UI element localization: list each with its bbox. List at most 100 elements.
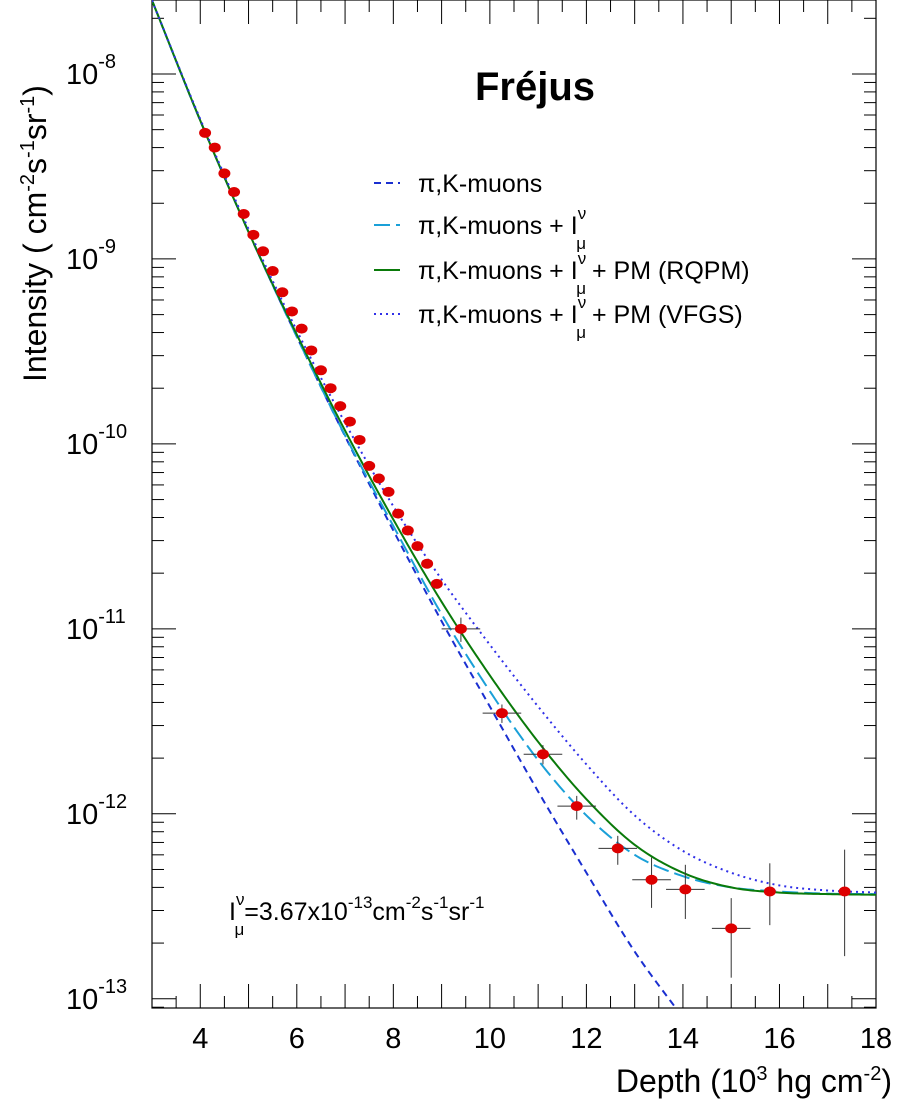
data-point [353, 434, 366, 445]
data-point [482, 704, 522, 723]
svg-text:Iνμ=3.67x10-13cm-2s-1sr-1: Iν μ=3.67x10-13cm-2s-1sr-1 [229, 890, 484, 939]
data-marker [838, 886, 851, 897]
data-point [247, 229, 260, 240]
axis-ticks [151, 0, 877, 1008]
legend-label: π,K-muons + Iν μ [418, 204, 586, 253]
y-tick-label: 10-9 [66, 236, 116, 276]
data-point [441, 617, 481, 642]
data-marker [372, 473, 385, 484]
y-tick-label: 10-10 [66, 421, 127, 461]
y-axis-title: Intensity ( cm-2s-1sr-1) [17, 85, 53, 382]
legend-I: I [571, 212, 578, 240]
data-marker [645, 874, 658, 885]
data-marker [208, 142, 221, 153]
legend-nu: ν [578, 204, 587, 223]
xlabel-sup1: 3 [756, 1063, 767, 1085]
data-marker [305, 345, 318, 356]
data-point [598, 835, 638, 865]
x-tick-label: 4 [192, 1023, 208, 1055]
data-point [276, 287, 289, 298]
legend-mu: μ [576, 234, 586, 253]
x-axis-title: Depth (103 hg cm-2) [616, 1063, 892, 1099]
annot-exp: -13 [348, 893, 373, 912]
data-point [421, 558, 434, 569]
ylabel-sup1: -2 [17, 174, 39, 192]
data-point [285, 306, 298, 317]
data-marker [725, 923, 738, 934]
data-point [218, 168, 231, 179]
legend-label: π,K-muons + Iν μ + PM (RQPM) [418, 249, 750, 298]
data-marker [495, 708, 508, 719]
legend-label: π,K-muons [418, 170, 542, 198]
data-point [237, 208, 250, 219]
legend-entry-0: π,K-muons [374, 170, 542, 198]
data-point [363, 460, 376, 471]
y-tick-label: 10-13 [66, 976, 127, 1016]
annot-I: I [229, 898, 236, 926]
data-point [632, 857, 671, 908]
legend-tail: + PM (RQPM) [592, 257, 750, 285]
data-marker [334, 401, 347, 412]
legend-main: π,K-muons + [418, 212, 571, 240]
xlabel-sup2: -2 [864, 1063, 882, 1085]
data-point [343, 416, 356, 427]
annot-nu: ν [236, 890, 245, 909]
data-marker [247, 229, 260, 240]
legend-mu: μ [576, 323, 586, 342]
y-tick-base: 10 [66, 59, 98, 91]
data-marker [343, 416, 356, 427]
data-point [557, 795, 597, 820]
y-tick-base: 10 [66, 614, 98, 646]
data-point [401, 525, 414, 536]
annot-mu: μ [234, 920, 244, 939]
data-marker [324, 383, 337, 394]
ylabel-mid2: sr [17, 113, 53, 140]
x-tick-label: 8 [385, 1023, 401, 1055]
data-marker [257, 246, 270, 257]
x-tick-label: 12 [570, 1023, 602, 1055]
legend-tail: + PM (VFGS) [592, 301, 743, 329]
legend-I: I [571, 257, 578, 285]
y-tick-label: 10-11 [66, 606, 126, 646]
ylabel-post: ) [17, 85, 53, 96]
annot-e3: -1 [469, 893, 484, 912]
annot-u2: s [421, 898, 434, 926]
legend-main: π,K-muons + [418, 301, 571, 329]
y-tick-label: 10-12 [66, 791, 127, 831]
data-point [199, 127, 212, 138]
legend-nu: ν [578, 249, 587, 268]
data-marker [276, 287, 289, 298]
data-marker [421, 558, 434, 569]
series-line-0 [152, 0, 678, 1008]
data-point [324, 383, 337, 394]
data-point [257, 246, 270, 257]
ylabel-pre: Intensity ( cm [17, 192, 53, 382]
data-marker [536, 749, 549, 760]
data-marker [430, 578, 443, 589]
data-marker [285, 306, 298, 317]
xlabel-post: ) [881, 1063, 892, 1099]
plot-area-border [151, 0, 877, 1009]
data-marker [228, 187, 241, 198]
data-marker [392, 508, 405, 519]
data-marker [237, 208, 250, 219]
x-tick-label: 6 [289, 1023, 305, 1055]
data-point [208, 142, 221, 153]
legend-main: π,K-muons + [418, 257, 571, 285]
legend-nu: ν [578, 293, 587, 312]
annot-e2: -1 [433, 893, 448, 912]
data-point [228, 187, 241, 198]
legend-I: I [571, 301, 578, 329]
data-point [266, 266, 279, 277]
data-point [523, 745, 563, 765]
ylabel-sup3: -1 [17, 96, 39, 114]
x-tick-label: 18 [860, 1023, 892, 1055]
y-tick-exponent: -12 [98, 791, 127, 813]
data-marker [611, 843, 624, 854]
y-tick-exponent: -9 [98, 236, 116, 258]
data-points [199, 127, 851, 978]
xlabel-mid: hg cm [768, 1063, 864, 1099]
data-point [392, 508, 405, 519]
